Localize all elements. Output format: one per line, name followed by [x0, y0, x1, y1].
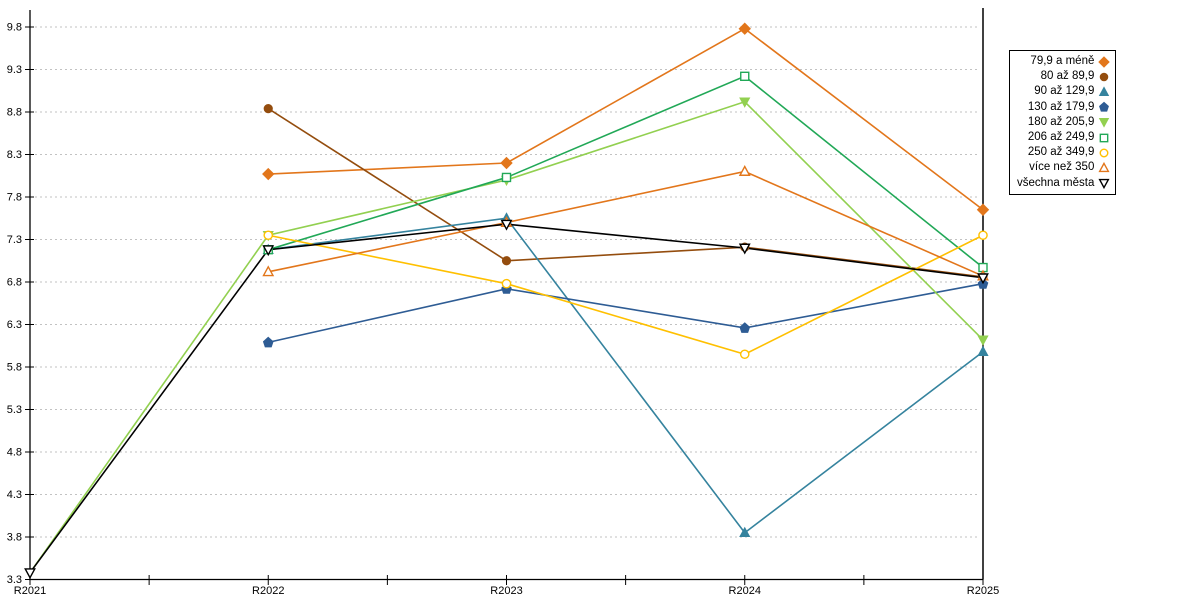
- legend-label: 206 až 249,9: [1027, 131, 1095, 144]
- legend-marker-triangle-up-icon: [1099, 86, 1110, 96]
- y-tick-label: 7.8: [7, 192, 22, 204]
- data-point-marker-triangle-up-open: [738, 165, 751, 176]
- data-point-marker-circle-open: [501, 278, 512, 289]
- y-tick-label: 5.8: [7, 362, 22, 374]
- series-line-4: [29, 100, 984, 574]
- series-line-0: [268, 27, 984, 211]
- legend-marker-shape: [1099, 86, 1110, 96]
- y-tick-label: 8.3: [7, 149, 22, 161]
- data-point-marker-diamond: [262, 167, 275, 181]
- legend-item: 79,9 a méně: [1017, 54, 1111, 69]
- legend-label: 180 až 205,9: [1027, 115, 1095, 128]
- data-point-marker-diamond: [976, 203, 990, 216]
- legend-marker-shape: [1099, 118, 1110, 128]
- legend-label: více než 350: [1029, 161, 1095, 174]
- legend-item: 250 až 349,9: [1017, 145, 1111, 160]
- x-tick-label: R2021: [14, 585, 46, 597]
- data-point-marker-circle-open: [978, 230, 988, 241]
- legend-marker-circle-icon: [1100, 72, 1109, 82]
- data-point-marker-circle: [501, 256, 512, 266]
- x-tick-label: R2022: [252, 585, 284, 597]
- legend-marker-pentagon-icon: [1099, 101, 1110, 112]
- legend-marker-shape: [1098, 161, 1110, 173]
- legend-label: všechna města: [1017, 176, 1095, 189]
- legend-marker-shape: [1099, 133, 1109, 142]
- legend-marker-shape: [1100, 72, 1109, 82]
- data-point-marker-triangle-down: [977, 335, 989, 346]
- legend-marker-shape: [1098, 178, 1110, 190]
- data-point-marker-square-open: [501, 172, 512, 183]
- legend-label: 80 až 89,9: [1040, 70, 1095, 83]
- data-point-marker-triangle-down-open: [738, 243, 751, 255]
- y-tick-label: 8.8: [7, 107, 22, 119]
- y-tick-label: 6.8: [7, 277, 22, 289]
- y-tick-label: 7.3: [7, 234, 22, 246]
- data-point-marker-pentagon: [739, 322, 751, 333]
- y-tick-label: 4.8: [7, 447, 22, 459]
- y-tick-label: 3.8: [7, 532, 22, 544]
- data-point-marker-triangle-down-open: [24, 568, 36, 580]
- series-line-5: [268, 75, 984, 269]
- data-point-marker-triangle-down-open: [500, 219, 513, 231]
- legend-item: 180 až 205,9: [1017, 115, 1111, 130]
- legend-label: 250 až 349,9: [1027, 146, 1095, 159]
- legend-marker-triangle-up-open-icon: [1098, 161, 1110, 173]
- data-point-marker-circle-open: [739, 349, 750, 360]
- data-point-marker-circle: [263, 104, 273, 114]
- y-tick-label: 3.3: [7, 574, 22, 586]
- data-point-marker-triangle-down-open: [262, 245, 275, 257]
- legend-marker-circle-open-icon: [1099, 148, 1109, 158]
- legend-item: 206 až 249,9: [1017, 130, 1111, 145]
- legend-item: 90 až 129,9: [1017, 84, 1111, 99]
- y-tick-label: 4.3: [7, 489, 22, 501]
- data-point-marker-circle-open: [263, 230, 274, 241]
- legend-marker-shape: [1099, 148, 1109, 158]
- data-point-marker-diamond: [738, 22, 751, 35]
- data-point-marker-pentagon: [262, 336, 274, 348]
- legend-item: více než 350: [1017, 160, 1111, 175]
- legend-marker-square-open-icon: [1099, 133, 1109, 142]
- y-tick-label: 6.3: [7, 319, 22, 331]
- legend-item: všechna města: [1017, 176, 1111, 191]
- data-point-marker-triangle-down-open: [977, 273, 989, 285]
- data-point-marker-triangle-down: [739, 97, 751, 108]
- legend-label: 90 až 129,9: [1034, 85, 1095, 98]
- data-point-marker-diamond: [500, 156, 513, 170]
- y-tick-label: 9.3: [7, 64, 22, 76]
- legend-marker-triangle-down-icon: [1099, 118, 1110, 128]
- legend-item: 130 až 179,9: [1017, 100, 1111, 115]
- legend-label: 130 až 179,9: [1027, 100, 1095, 113]
- series-line-1: [267, 107, 984, 278]
- series-line-7: [268, 170, 984, 277]
- data-point-marker-triangle-up-open: [262, 265, 275, 277]
- data-point-marker-triangle-up: [977, 345, 989, 356]
- x-tick-label: R2025: [967, 585, 999, 597]
- legend-label: 79,9 a méně: [1030, 55, 1095, 68]
- y-tick-label: 9.8: [7, 22, 22, 34]
- data-point-marker-square-open: [740, 71, 750, 82]
- chart-legend: 79,9 a méně 80 až 89,9 90 až 129,9 130 až 1…: [1009, 50, 1117, 195]
- y-tick-label: 5.3: [7, 404, 22, 416]
- x-tick-label: R2023: [490, 585, 522, 597]
- legend-marker-triangle-down-open-icon: [1098, 178, 1110, 190]
- series-line-6: [268, 234, 984, 356]
- legend-marker-shape: [1098, 55, 1111, 68]
- x-tick-label: R2024: [729, 585, 761, 597]
- data-point-marker-triangle-up: [739, 526, 751, 537]
- legend-marker-shape: [1099, 101, 1110, 112]
- series-line-3: [268, 282, 984, 344]
- legend-marker-diamond-icon: [1098, 55, 1111, 68]
- series-line-2: [268, 217, 984, 534]
- legend-item: 80 až 89,9: [1017, 69, 1111, 84]
- series-line-8: [29, 223, 984, 574]
